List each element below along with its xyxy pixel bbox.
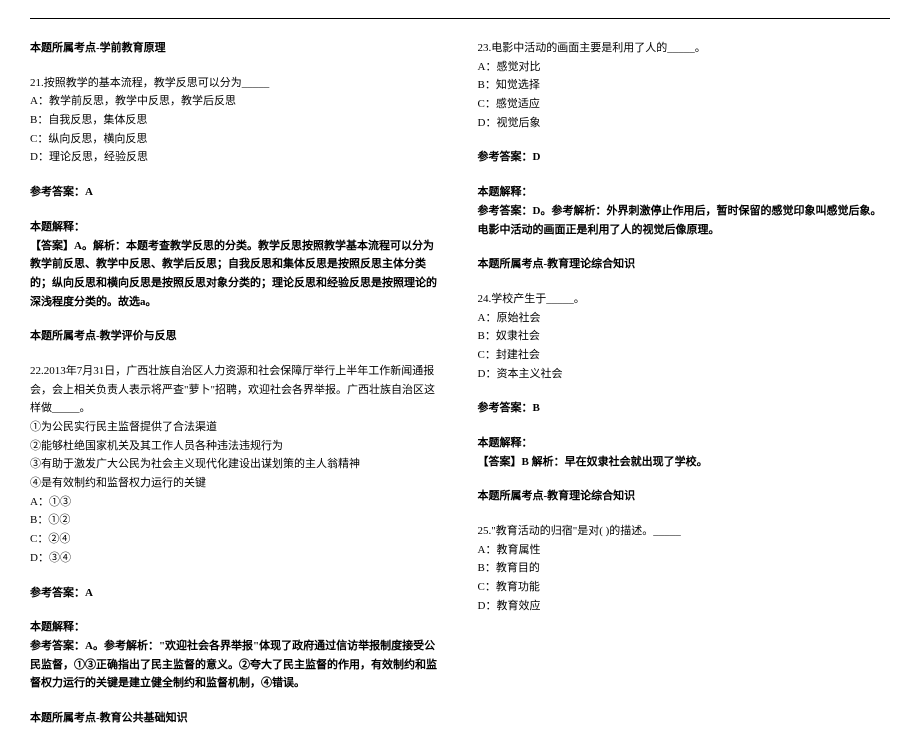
q23-answer-label: 参考答案：D <box>478 148 891 167</box>
q25-option-a: A：教育属性 <box>478 541 891 560</box>
q22-explain-text: 参考答案：A。参考解析："欢迎社会各界举报"体现了政府通过信访举报制度接受公民监… <box>30 637 443 693</box>
q21-explain-block: 本题解释： 【答案】A。解析：本题考查教学反思的分类。教学反思按照教学基本流程可… <box>30 218 443 311</box>
q21-stem: 21.按照教学的基本流程，教学反思可以分为_____ <box>30 74 443 93</box>
q24-explain-block: 本题解释： 【答案】B 解析：早在奴隶社会就出现了学校。 <box>478 434 891 471</box>
q21-option-b: B：自我反思，集体反思 <box>30 111 443 130</box>
q21-topic: 本题所属考点-教学评价与反思 <box>30 327 443 346</box>
q22-stem: 22.2013年7月31日，广西壮族自治区人力资源和社会保障厅举行上半年工作新闻… <box>30 362 443 418</box>
q21-option-d: D：理论反思，经验反思 <box>30 148 443 167</box>
q24-option-b: B：奴隶社会 <box>478 327 891 346</box>
q22-option-c: C：②④ <box>30 530 443 549</box>
q23-topic: 本题所属考点-教育理论综合知识 <box>478 255 891 274</box>
q21-option-c: C：纵向反思，横向反思 <box>30 130 443 149</box>
question-24: 24.学校产生于_____。 A：原始社会 B：奴隶社会 C：封建社会 D：资本… <box>478 290 891 383</box>
q24-answer-label: 参考答案：B <box>478 399 891 418</box>
q24-explain-text: 【答案】B 解析：早在奴隶社会就出现了学校。 <box>478 453 891 472</box>
q22-topic: 本题所属考点-教育公共基础知识 <box>30 709 443 728</box>
question-22: 22.2013年7月31日，广西壮族自治区人力资源和社会保障厅举行上半年工作新闻… <box>30 362 443 568</box>
q22-option-d: D：③④ <box>30 549 443 568</box>
two-column-layout: 本题所属考点-学前教育原理 21.按照教学的基本流程，教学反思可以分为_____… <box>30 39 890 744</box>
q21-answer-label: 参考答案：A <box>30 183 443 202</box>
q21-explain-label: 本题解释： <box>30 218 443 237</box>
q24-option-a: A：原始社会 <box>478 309 891 328</box>
question-25: 25."教育活动的归宿"是对( )的描述。_____ A：教育属性 B：教育目的… <box>478 522 891 615</box>
q24-topic: 本题所属考点-教育理论综合知识 <box>478 487 891 506</box>
q25-option-d: D：教育效应 <box>478 597 891 616</box>
q22-option-a: A：①③ <box>30 493 443 512</box>
q23-stem: 23.电影中活动的画面主要是利用了人的_____。 <box>478 39 891 58</box>
right-column: 23.电影中活动的画面主要是利用了人的_____。 A：感觉对比 B：知觉选择 … <box>478 39 891 744</box>
horizontal-rule <box>30 18 890 19</box>
q24-stem: 24.学校产生于_____。 <box>478 290 891 309</box>
q21-option-a: A：教学前反思，教学中反思，教学后反思 <box>30 92 443 111</box>
q23-option-c: C：感觉适应 <box>478 95 891 114</box>
q23-explain-block: 本题解释： 参考答案：D。参考解析：外界刺激停止作用后，暂时保留的感觉印象叫感觉… <box>478 183 891 239</box>
question-23: 23.电影中活动的画面主要是利用了人的_____。 A：感觉对比 B：知觉选择 … <box>478 39 891 132</box>
question-21: 21.按照教学的基本流程，教学反思可以分为_____ A：教学前反思，教学中反思… <box>30 74 443 167</box>
q25-option-b: B：教育目的 <box>478 559 891 578</box>
q24-option-c: C：封建社会 <box>478 346 891 365</box>
q22-explain-block: 本题解释： 参考答案：A。参考解析："欢迎社会各界举报"体现了政府通过信访举报制… <box>30 618 443 693</box>
q23-option-a: A：感觉对比 <box>478 58 891 77</box>
q23-explain-text: 参考答案：D。参考解析：外界刺激停止作用后，暂时保留的感觉印象叫感觉后象。电影中… <box>478 202 891 239</box>
topic-line: 本题所属考点-学前教育原理 <box>30 39 443 58</box>
q23-option-d: D：视觉后象 <box>478 114 891 133</box>
left-column: 本题所属考点-学前教育原理 21.按照教学的基本流程，教学反思可以分为_____… <box>30 39 443 744</box>
q22-line1: ①为公民实行民主监督提供了合法渠道 <box>30 418 443 437</box>
q22-explain-label: 本题解释： <box>30 618 443 637</box>
q23-explain-label: 本题解释： <box>478 183 891 202</box>
q24-explain-label: 本题解释： <box>478 434 891 453</box>
q24-option-d: D：资本主义社会 <box>478 365 891 384</box>
q25-option-c: C：教育功能 <box>478 578 891 597</box>
q22-line2: ②能够杜绝国家机关及其工作人员各种违法违规行为 <box>30 437 443 456</box>
q21-explain-text: 【答案】A。解析：本题考查教学反思的分类。教学反思按照教学基本流程可以分为教学前… <box>30 237 443 312</box>
q22-option-b: B：①② <box>30 511 443 530</box>
q22-answer-label: 参考答案：A <box>30 584 443 603</box>
q22-line3: ③有助于激发广大公民为社会主义现代化建设出谋划策的主人翁精神 <box>30 455 443 474</box>
q22-line4: ④是有效制约和监督权力运行的关键 <box>30 474 443 493</box>
q25-stem: 25."教育活动的归宿"是对( )的描述。_____ <box>478 522 891 541</box>
q23-option-b: B：知觉选择 <box>478 76 891 95</box>
